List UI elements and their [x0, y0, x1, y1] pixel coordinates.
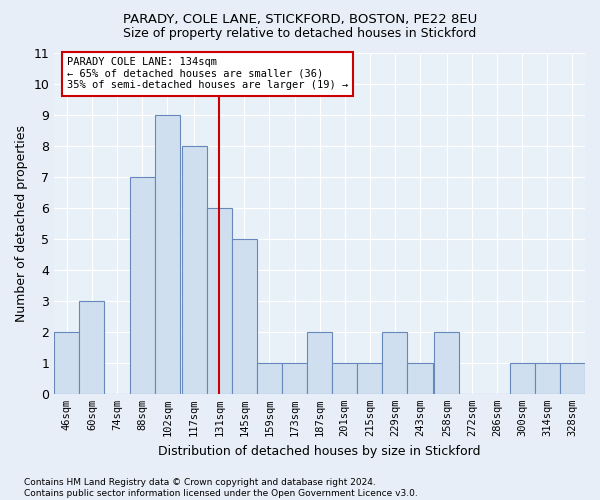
Bar — [79, 300, 104, 394]
Bar — [182, 146, 206, 394]
Bar — [535, 363, 560, 394]
Y-axis label: Number of detached properties: Number of detached properties — [15, 124, 28, 322]
Text: Size of property relative to detached houses in Stickford: Size of property relative to detached ho… — [124, 28, 476, 40]
X-axis label: Distribution of detached houses by size in Stickford: Distribution of detached houses by size … — [158, 444, 481, 458]
Bar — [257, 363, 282, 394]
Bar — [560, 363, 585, 394]
Bar — [332, 363, 357, 394]
Text: Contains HM Land Registry data © Crown copyright and database right 2024.
Contai: Contains HM Land Registry data © Crown c… — [24, 478, 418, 498]
Bar — [434, 332, 460, 394]
Bar — [282, 363, 307, 394]
Bar — [155, 114, 180, 394]
Bar — [382, 332, 407, 394]
Bar — [407, 363, 433, 394]
Bar — [307, 332, 332, 394]
Bar — [54, 332, 79, 394]
Text: PARADY COLE LANE: 134sqm
← 65% of detached houses are smaller (36)
35% of semi-d: PARADY COLE LANE: 134sqm ← 65% of detach… — [67, 57, 348, 90]
Bar — [509, 363, 535, 394]
Bar — [357, 363, 382, 394]
Text: PARADY, COLE LANE, STICKFORD, BOSTON, PE22 8EU: PARADY, COLE LANE, STICKFORD, BOSTON, PE… — [123, 12, 477, 26]
Bar — [206, 208, 232, 394]
Bar — [232, 238, 257, 394]
Bar — [130, 176, 155, 394]
